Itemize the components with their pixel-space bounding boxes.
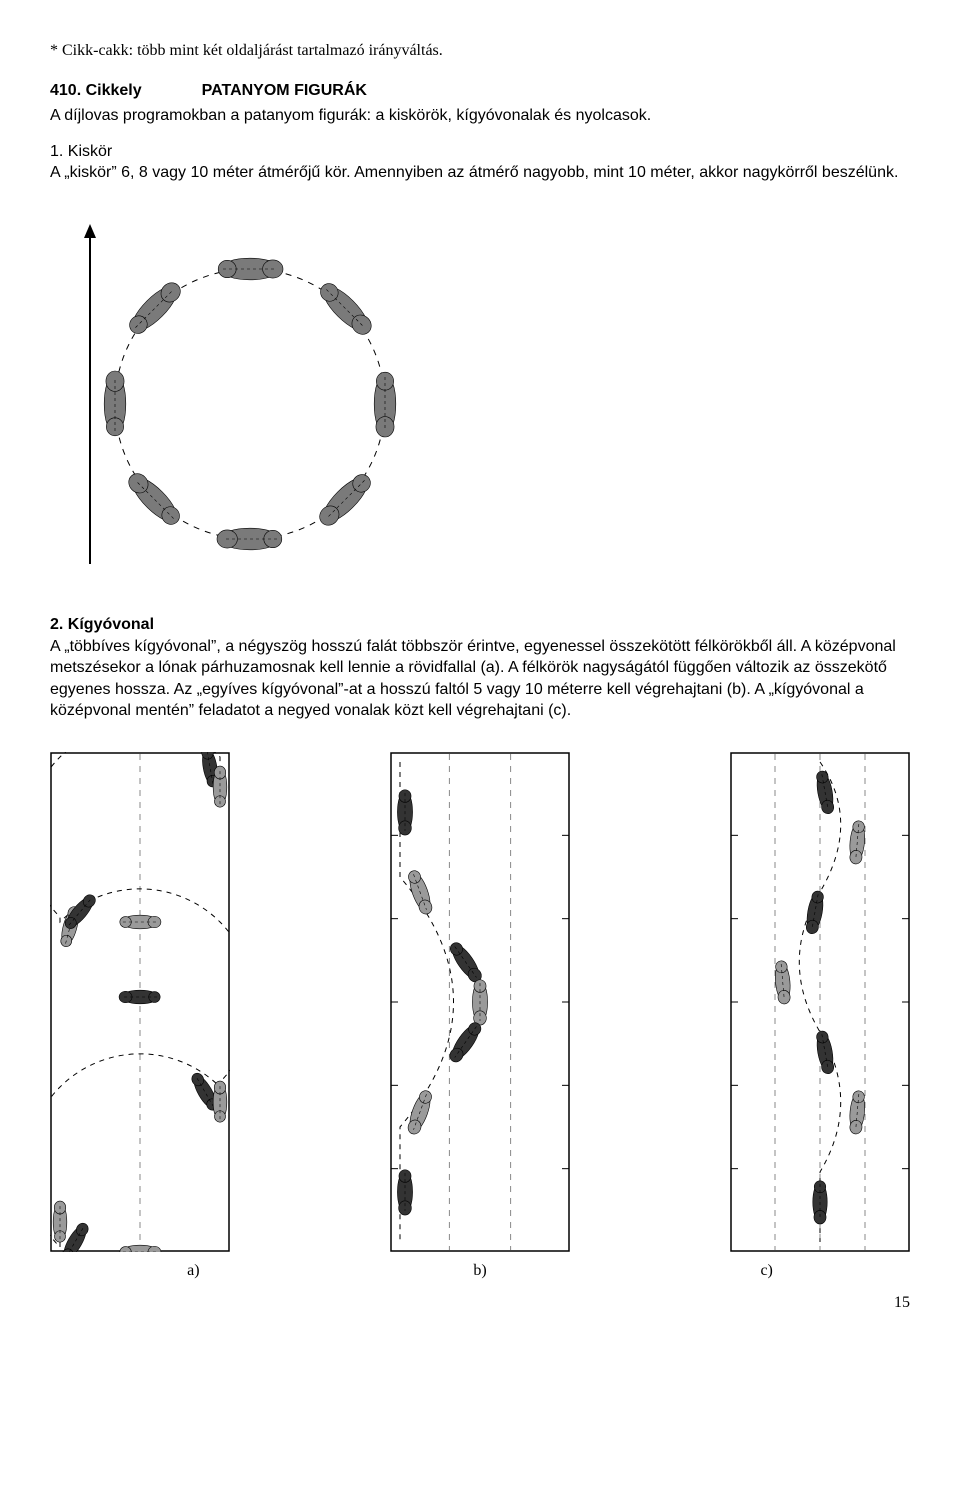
intro-line: * Cikk-cakk: több mint két oldaljárást t… bbox=[50, 40, 910, 62]
kigyo-num: 2. Kígyóvonal bbox=[50, 616, 154, 633]
fig-a-wrap bbox=[50, 752, 230, 1252]
section-title: PATANYOM FIGURÁK bbox=[202, 80, 367, 102]
lead-paragraph: A díjlovas programokban a patanyom figur… bbox=[50, 105, 910, 127]
fig-c-wrap bbox=[730, 752, 910, 1252]
serpentine-figures bbox=[50, 752, 910, 1252]
fig-a bbox=[50, 752, 230, 1252]
kiskor-num: 1. Kiskör bbox=[50, 143, 112, 160]
kiskor-block: 1. Kiskör A „kiskör” 6, 8 vagy 10 méter … bbox=[50, 141, 910, 184]
caption-row: a) b) c) bbox=[50, 1260, 910, 1282]
section-header: 410. Cikkely PATANYOM FIGURÁK bbox=[50, 80, 910, 102]
circle-diagram bbox=[50, 214, 410, 574]
fig-c bbox=[730, 752, 910, 1252]
section-number: 410. Cikkely bbox=[50, 80, 142, 102]
caption-c: c) bbox=[623, 1260, 910, 1282]
caption-b: b) bbox=[337, 1260, 624, 1282]
kiskor-body: A „kiskör” 6, 8 vagy 10 méter átmérőjű k… bbox=[50, 164, 898, 181]
kigyo-body: A „többíves kígyóvonal”, a négyszög hoss… bbox=[50, 638, 896, 720]
circle-figure bbox=[50, 214, 910, 574]
fig-b-wrap bbox=[390, 752, 570, 1252]
caption-a: a) bbox=[50, 1260, 337, 1282]
page-number: 15 bbox=[50, 1292, 910, 1314]
kigyo-block: 2. Kígyóvonal A „többíves kígyóvonal”, a… bbox=[50, 614, 910, 722]
fig-b bbox=[390, 752, 570, 1252]
